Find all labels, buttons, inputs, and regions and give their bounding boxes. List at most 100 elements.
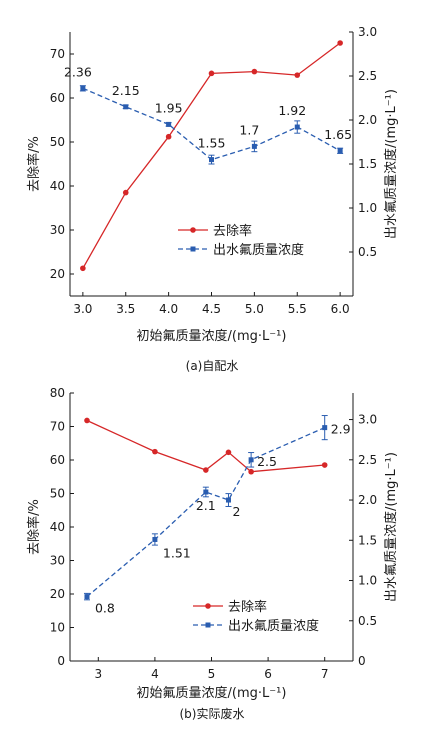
a-y-tick-label: 30: [50, 223, 65, 237]
b-effluent-point: [322, 425, 328, 431]
a-x-axis-title: 初始氟质量浓度/(mg·L⁻¹): [137, 328, 287, 344]
a-removal-point: [80, 265, 86, 272]
b-legend-marker: [205, 622, 211, 628]
b-y-tick-label: 60: [50, 453, 65, 467]
a-data-label: 1.92: [278, 103, 306, 118]
b-x-axis-title: 初始氟质量浓度/(mg·L⁻¹): [137, 685, 287, 701]
a-effluent-point: [209, 157, 214, 163]
b-removal-point: [225, 449, 232, 456]
chart-a-self-prepared-water: 3.0 3.5 4.0 4.5 5.0 5.5 6.0 20 30 40 50 60 70 0.5 1.0 1…: [26, 25, 399, 373]
a-removal-point: [294, 72, 301, 78]
a-y2-tick-label: 1.5: [358, 157, 377, 171]
a-y2-tick-label: 2.5: [358, 69, 377, 83]
a-y-tick-label: 40: [50, 179, 65, 193]
b-effluent-point: [152, 536, 158, 542]
b-effluent-point: [225, 497, 231, 503]
a-legend-label: 去除率: [213, 223, 252, 239]
a-data-label: 1.55: [198, 136, 226, 151]
b-y2-tick-label: 0: [358, 654, 366, 668]
a-caption: (a)自配水: [186, 359, 239, 373]
a-y2-tick-label: 3.0: [358, 25, 377, 39]
b-y2-tick-label: 1.5: [358, 533, 377, 547]
a-removal-point: [122, 189, 129, 196]
a-x-tick-label: 4.5: [202, 302, 221, 316]
a-x-tick-label: 3.0: [73, 302, 92, 316]
b-y-tick-label: 40: [50, 520, 65, 534]
b-x-tick-label: 7: [321, 667, 329, 681]
a-effluent-point: [123, 104, 129, 110]
a-effluent-point: [294, 124, 300, 130]
b-removal-point: [203, 467, 209, 473]
b-y-tick-label: 70: [50, 420, 65, 434]
a-y-axis-title: 去除率/%: [26, 136, 42, 192]
a-legend-label: 出水氟质量浓度: [213, 242, 304, 258]
a-effluent-point: [251, 143, 257, 149]
a-removal-point: [165, 133, 172, 140]
b-data-label: 2.1: [196, 498, 216, 513]
a-data-label: 1.95: [155, 100, 183, 115]
a-data-label: 1.7: [239, 122, 259, 137]
a-removal-point: [208, 70, 215, 77]
a-legend-marker: [190, 246, 196, 252]
a-y2-tick-label: 1.0: [358, 201, 377, 215]
b-y-axis-title: 去除率/%: [26, 499, 42, 555]
b-x-tick-label: 6: [264, 667, 272, 681]
a-y-tick-label: 50: [50, 135, 65, 149]
b-y-tick-label: 20: [50, 587, 65, 601]
a-y-tick-label: 70: [50, 47, 65, 61]
a-y2-tick-label: 0.5: [358, 245, 377, 259]
b-removal-point: [321, 462, 328, 468]
b-y-tick-label: 80: [50, 386, 65, 400]
a-x-tick-label: 4.0: [159, 302, 178, 316]
a-y-tick-label: 20: [50, 267, 65, 281]
b-x-tick-label: 5: [208, 667, 216, 681]
b-data-label: 1.51: [163, 545, 191, 560]
b-x-tick-label: 4: [151, 667, 159, 681]
a-y2-axis-title: 出水氟质量浓度/(mg·L⁻¹): [383, 89, 399, 239]
b-y-tick-label: 50: [50, 487, 65, 501]
b-y2-tick-label: 2.0: [358, 493, 377, 507]
a-data-label: 2.15: [112, 83, 140, 98]
b-y-tick-label: 30: [50, 554, 65, 568]
a-x-tick-label: 3.5: [116, 302, 135, 316]
a-effluent-point: [80, 85, 86, 91]
b-data-label: 2: [232, 504, 240, 519]
a-removal-point: [337, 40, 343, 46]
a-data-label: 1.65: [324, 127, 352, 142]
b-legend-label: 去除率: [228, 599, 267, 615]
b-removal-point: [84, 417, 90, 424]
a-y-tick-label: 60: [50, 91, 65, 105]
a-removal-point: [251, 68, 258, 75]
b-legend-label: 出水氟质量浓度: [228, 618, 319, 634]
b-effluent-point: [84, 594, 90, 600]
b-series-line-removal-rate: [86, 419, 325, 473]
a-y2-tick-label: 2.0: [358, 113, 377, 127]
b-data-label: 2.5: [257, 454, 277, 469]
a-data-label: 2.36: [64, 64, 92, 79]
chart-b-actual-wastewater: 3 4 5 6 70102030405060708000.51.01.52.02.53.…: [26, 386, 399, 721]
b-legend-marker: [205, 603, 211, 609]
b-y2-tick-label: 0.5: [358, 614, 377, 628]
b-effluent-point: [203, 489, 209, 495]
b-data-label: 0.8: [95, 601, 115, 616]
a-x-tick-label: 5.5: [288, 302, 307, 316]
b-removal-point: [152, 448, 158, 455]
b-series-line-effluent-fluoride: [86, 427, 325, 598]
a-effluent-point: [337, 148, 343, 154]
b-y-tick-label: 0: [57, 654, 65, 668]
b-y2-tick-label: 2.5: [358, 453, 377, 467]
b-caption: (b)实际废水: [180, 706, 245, 721]
a-x-tick-label: 6.0: [331, 302, 350, 316]
b-y2-tick-label: 3.0: [358, 413, 377, 427]
b-effluent-point: [248, 457, 254, 463]
b-removal-point: [248, 468, 254, 475]
b-y-tick-label: 10: [50, 621, 65, 635]
b-y2-axis-title: 出水氟质量浓度/(mg·L⁻¹): [383, 452, 399, 602]
a-legend-marker: [190, 227, 196, 233]
b-data-label: 2.9: [331, 422, 351, 437]
b-x-tick-label: 3: [94, 667, 102, 681]
a-x-tick-label: 5.0: [245, 302, 264, 316]
